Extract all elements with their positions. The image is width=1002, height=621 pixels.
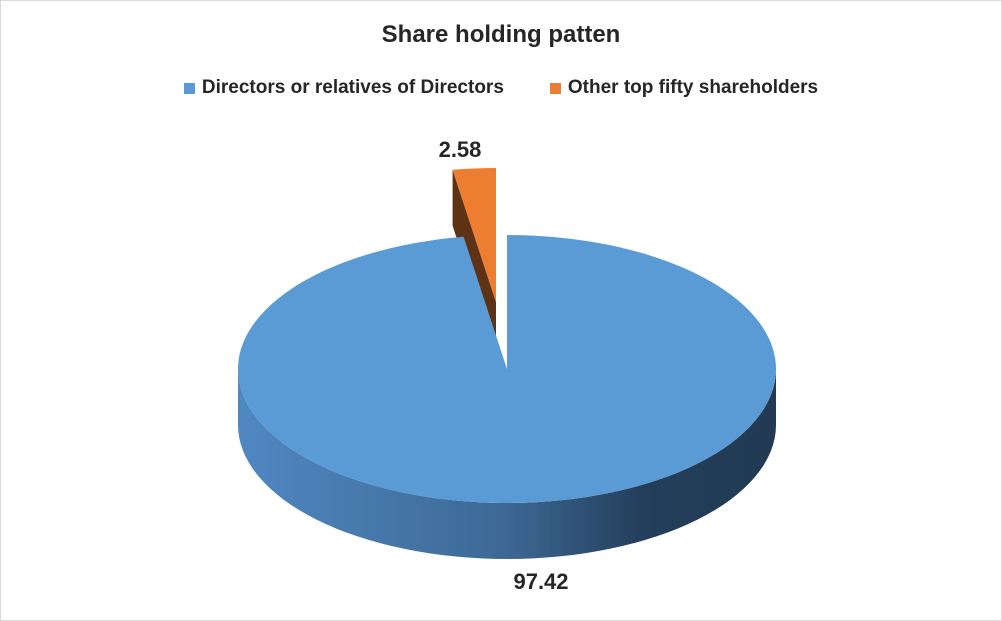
pie-side-directors — [238, 369, 776, 559]
legend-swatch — [549, 82, 561, 94]
legend-label: Other top fifty shareholders — [567, 77, 819, 98]
data-label-directors: 97.42 — [513, 569, 568, 594]
legend-item-directors: Directors or relatives of Directors — [183, 77, 504, 99]
pie-slice-directors — [238, 235, 777, 503]
legend-label: Directors or relatives of Directors — [201, 77, 504, 98]
legend: Directors or relatives of Directors Othe… — [1, 77, 1001, 99]
pie-slice-other — [452, 168, 496, 302]
legend-item-other: Other top fifty shareholders — [549, 77, 819, 99]
data-label-other: 2.58 — [439, 137, 482, 162]
chart-title: Share holding patten — [381, 21, 621, 48]
legend-swatch — [183, 82, 195, 94]
